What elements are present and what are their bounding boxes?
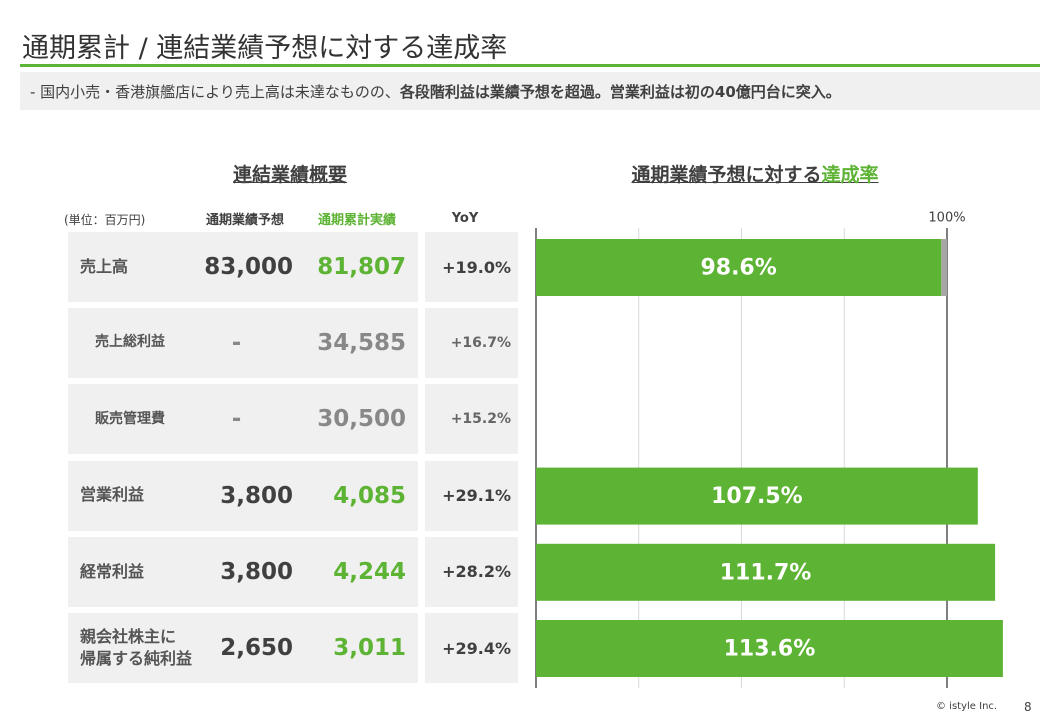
bar <box>536 239 942 296</box>
row-background <box>68 232 418 302</box>
row-label: 親会社株主に 帰属する純利益 <box>80 626 193 668</box>
column-header: 通期業績予想 <box>205 212 284 228</box>
table-heading: 連結業績概要 <box>232 164 347 186</box>
bar-label: 113.6% <box>724 637 816 662</box>
row-label: 経常利益 <box>80 561 145 581</box>
actual-value: 81,807 <box>317 254 406 280</box>
actual-value: 30,500 <box>317 406 406 433</box>
row-label: 営業利益 <box>80 485 145 505</box>
yoy-background <box>425 460 518 531</box>
bar <box>536 620 1003 677</box>
summary-bold: 各段階利益は業績予想を超過。営業利益は初の40億円台に突入。 <box>399 82 841 101</box>
bar-label: 107.5% <box>711 484 803 509</box>
summary-text: - 国内小売・香港旗艦店により売上高は未達なものの、 <box>30 82 400 101</box>
forecast-value: - <box>231 330 242 357</box>
yoy-value: +29.4% <box>442 638 511 658</box>
chart-title-highlight: 達成率 <box>821 164 879 186</box>
page-number: 8 <box>1024 700 1032 714</box>
row-background <box>68 384 418 455</box>
chart-heading: 通期業績予想に対する達成率 <box>560 160 950 187</box>
actual-value: 4,085 <box>333 482 406 509</box>
row-background <box>68 308 418 379</box>
actual-value: 34,585 <box>317 330 406 357</box>
bar-label: 98.6% <box>700 256 776 281</box>
yoy-value: +15.2% <box>450 411 511 428</box>
forecast-value: 83,000 <box>204 254 293 280</box>
title-rule <box>20 64 1040 67</box>
shortfall <box>941 239 947 296</box>
yoy-background <box>425 308 518 379</box>
actual-value: 4,244 <box>333 558 406 585</box>
forecast-value: - <box>231 406 242 433</box>
slide-title: 通期累計 / 連結業績予想に対する達成率 <box>22 33 508 64</box>
chart-title: 通期業績予想に対する <box>631 164 822 186</box>
forecast-value: 3,800 <box>220 482 293 509</box>
bar-label: 111.7% <box>720 560 812 585</box>
yoy-value: +19.0% <box>442 257 511 277</box>
yoy-value: +28.2% <box>442 562 511 582</box>
row-background <box>68 613 418 683</box>
row-label: 売上高 <box>80 256 129 276</box>
bar <box>536 543 996 601</box>
yoy-value: +29.1% <box>442 486 511 506</box>
column-header: YoY <box>451 210 479 226</box>
yoy-background <box>425 384 518 455</box>
forecast-value: 3,800 <box>220 558 293 585</box>
copyright: © istyle Inc. <box>936 701 998 712</box>
yoy-background <box>425 536 518 607</box>
actual-value: 3,011 <box>333 635 406 661</box>
summary-band: - 国内小売・香港旗艦店により売上高は未達なものの、 各段階利益は業績予想を超過。… <box>20 72 1040 110</box>
column-header: 通期累計実績 <box>317 212 396 228</box>
row-background <box>68 460 418 531</box>
reference-label: 100% <box>928 211 965 226</box>
yoy-background <box>425 232 518 302</box>
bar <box>536 467 978 525</box>
yoy-background <box>425 613 518 683</box>
row-background <box>68 536 418 607</box>
yoy-value: +16.7% <box>450 335 511 352</box>
forecast-value: 2,650 <box>220 635 293 661</box>
row-label: 売上総利益 <box>95 334 165 351</box>
unit-label: (単位：百万円) <box>64 213 146 227</box>
row-label: 販売管理費 <box>95 410 165 427</box>
